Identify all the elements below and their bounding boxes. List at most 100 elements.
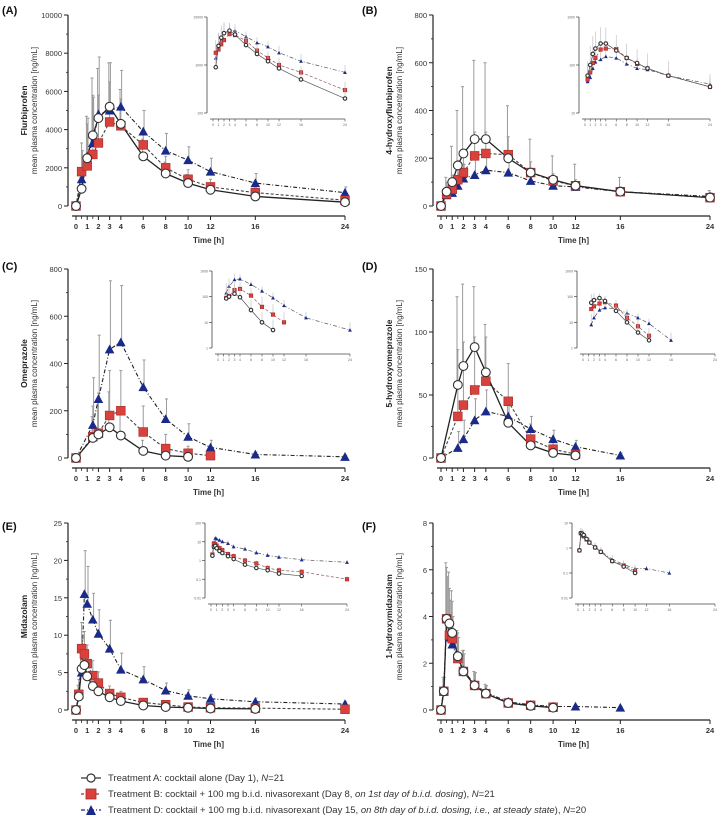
inset-data-point-d: [282, 303, 286, 308]
x-tick-label: 6: [506, 222, 510, 231]
inset-data-point-d: [277, 555, 281, 559]
y-tick-label: 8000: [45, 49, 62, 58]
inset-x-tick-label: 8: [255, 608, 257, 612]
data-point-d: [525, 424, 536, 434]
x-tick-label: 4: [119, 222, 124, 231]
data-point-a: [525, 700, 536, 711]
data-point-a: [447, 627, 458, 638]
legend-text-d: Treatment D: cocktail + 100 mg b.i.d. ni…: [108, 804, 587, 816]
inset-data-point-b: [344, 577, 350, 582]
data-point-a: [115, 430, 126, 441]
x-tick-label: 10: [184, 222, 192, 231]
inset-x-tick-label: 6: [615, 123, 617, 127]
inset-data-point-d: [220, 539, 225, 544]
data-point-d: [104, 643, 115, 653]
inset-x-tick-label: 0: [217, 358, 219, 362]
inset-data-point-a: [592, 545, 598, 550]
data-point-d: [469, 415, 480, 425]
inset-series-line-d: [590, 307, 672, 341]
inset-data-point-d: [265, 553, 270, 557]
y-tick-label: 200: [414, 154, 427, 163]
inset-x-tick-label: 6: [611, 608, 613, 612]
inset-y-tick-label: 1: [571, 347, 573, 351]
legend-text-b: Treatment B: cocktail + 100 mg b.i.d. ni…: [108, 788, 495, 800]
inset-data-point-d: [598, 57, 603, 62]
data-point-d: [116, 101, 126, 111]
inset-data-point-d: [589, 322, 594, 327]
data-point-d: [615, 702, 626, 712]
x-tick-label: 10: [184, 474, 192, 483]
x-tick-label: 6: [506, 474, 510, 483]
data-point-d: [570, 441, 581, 451]
inset-y-tick-label: 0.01: [194, 597, 201, 601]
inset-data-point-b: [248, 293, 254, 298]
data-point-a: [458, 361, 469, 371]
x-tick-label: 2: [96, 474, 100, 483]
data-point-a: [183, 451, 194, 462]
y-tick-label: 0: [58, 706, 62, 715]
data-point-a: [183, 178, 194, 189]
data-point-a: [73, 691, 84, 702]
inset-x-tick-label: 12: [646, 123, 650, 127]
data-point-d: [205, 442, 216, 452]
y-tick-label: 20: [54, 556, 62, 565]
inset-data-point-d: [624, 62, 629, 66]
y-tick-label: 400: [414, 107, 427, 116]
data-point-a: [525, 167, 536, 178]
inset-data-point-d: [299, 557, 304, 562]
inset-data-point-d: [636, 315, 640, 320]
x-tick-label: 12: [571, 222, 579, 231]
inset-data-point-a: [587, 62, 593, 68]
x-tick-label: 6: [141, 474, 145, 483]
inset-x-tick-label: 8: [261, 358, 263, 362]
y-tick-label: 25: [54, 519, 62, 528]
inset-x-tick-label: 0: [212, 123, 214, 127]
inset-series-line-a: [212, 545, 302, 577]
inset-data-point-b: [598, 47, 603, 52]
inset-x-tick-label: 0: [584, 123, 586, 127]
x-tick-label: 8: [164, 222, 168, 231]
x-tick-label: 1: [450, 222, 454, 231]
y-axis-title: Omeprazole: [19, 339, 29, 388]
data-point-a: [570, 180, 581, 191]
inset-series-line-d: [225, 278, 351, 331]
inset-y-tick-label: 0.1: [196, 578, 201, 582]
inset-x-tick-label: 24: [713, 358, 717, 362]
inset-data-point-a: [635, 330, 641, 335]
x-tick-label: 2: [96, 222, 100, 231]
y-tick-label: 50: [419, 391, 427, 400]
data-point-a: [160, 450, 171, 461]
x-tick-label: 2: [96, 726, 100, 735]
inset-data-point-d: [277, 50, 281, 55]
data-point-a: [469, 342, 480, 353]
data-point-d: [183, 690, 193, 700]
data-point-d: [525, 176, 536, 185]
data-point-a: [615, 186, 626, 197]
inset-x-tick-label: 3: [594, 608, 596, 612]
y-tick-label: 5: [58, 669, 62, 678]
x-tick-label: 3: [108, 474, 112, 483]
data-point-a: [93, 113, 104, 124]
x-axis-label: Time [h]: [193, 236, 224, 245]
inset-x-tick-label: 3: [600, 123, 602, 127]
inset-data-point-a: [602, 298, 608, 304]
x-tick-label: 0: [439, 474, 443, 483]
y-tick-label: 8: [423, 519, 427, 528]
y-tick-label: 0: [423, 706, 427, 715]
legend-marker-blue-triangle-icon: [81, 805, 101, 815]
data-point-a: [525, 440, 536, 451]
inset-data-point-d: [667, 571, 672, 575]
data-point-a: [183, 702, 194, 713]
inset-x-tick-label: 6: [615, 358, 617, 362]
y-tick-label: 4000: [45, 126, 62, 135]
inset-x-tick-label: 10: [266, 608, 270, 612]
inset-x-tick-label: 2: [593, 358, 595, 362]
panel-label: (E): [2, 521, 17, 533]
inset-y-tick-label: 100: [202, 295, 208, 299]
inset-x-tick-label: 1: [588, 358, 590, 362]
inset-data-point-a: [237, 294, 243, 300]
inset-x-tick-label: 16: [669, 358, 673, 362]
